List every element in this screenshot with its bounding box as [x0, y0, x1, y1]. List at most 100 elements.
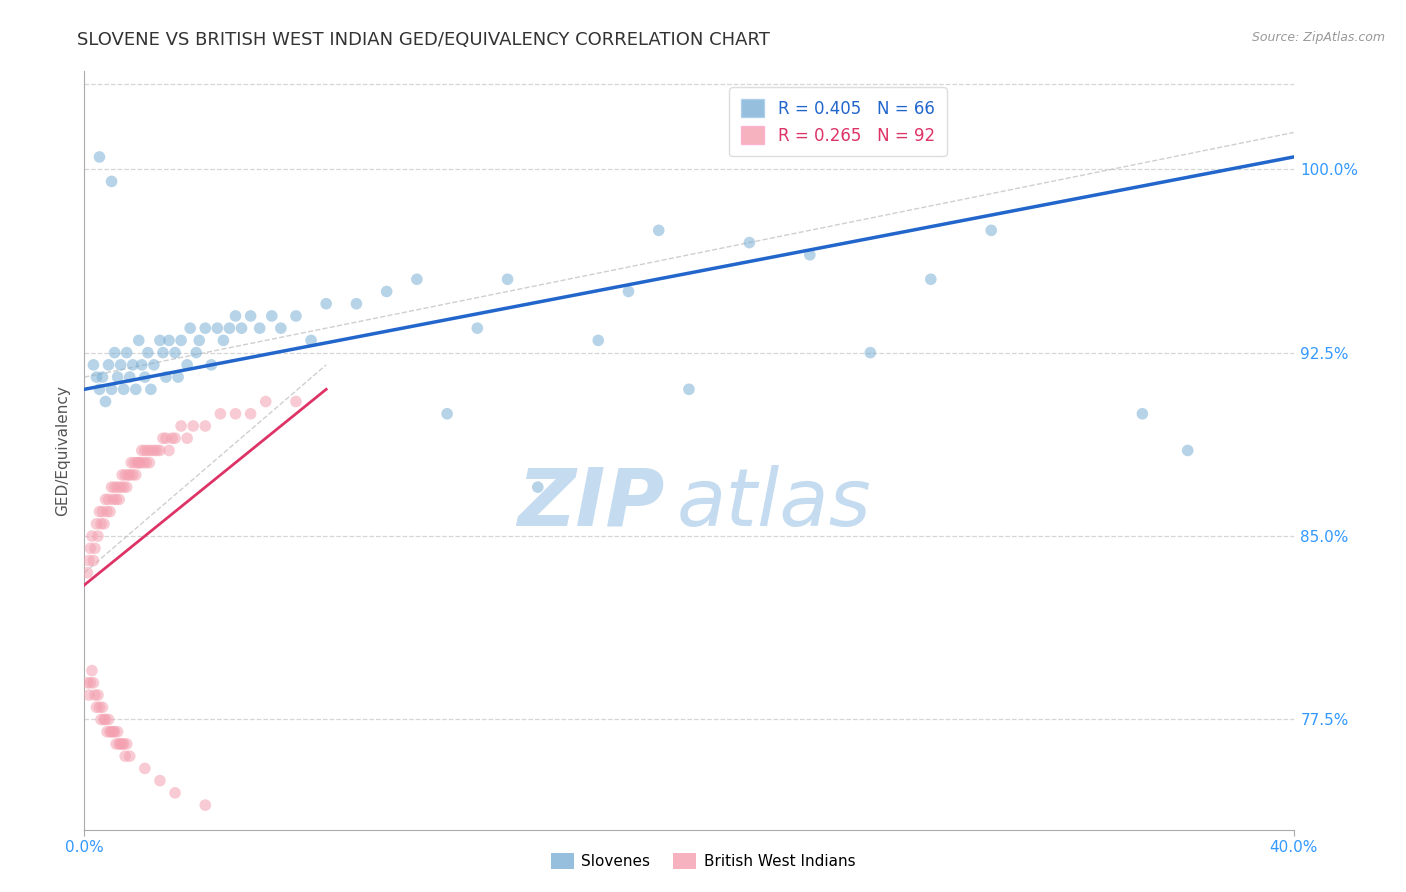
Point [98, 724, 121, 739]
Point [406, 272, 429, 286]
Point [89, 150, 111, 164]
Point [527, 480, 550, 494]
Point [100, 480, 122, 494]
Point [157, 443, 180, 458]
Point [98, 505, 121, 519]
Point [249, 321, 271, 335]
Point [149, 334, 172, 348]
Point [200, 358, 222, 372]
Point [285, 394, 308, 409]
Point [108, 737, 131, 751]
Y-axis label: GED/Equivalency: GED/Equivalency [55, 385, 70, 516]
Point [225, 309, 247, 323]
Point [194, 419, 217, 434]
Point [136, 443, 159, 458]
Point [90, 713, 112, 727]
Point [120, 456, 142, 470]
Point [89, 505, 111, 519]
Point [142, 358, 165, 372]
Point [115, 345, 138, 359]
Point [285, 309, 308, 323]
Point [115, 737, 138, 751]
Point [375, 285, 398, 299]
Point [134, 761, 156, 775]
Point [496, 272, 519, 286]
Point [617, 285, 640, 299]
Point [467, 321, 489, 335]
Point [105, 492, 128, 507]
Point [111, 467, 134, 482]
Point [117, 467, 139, 482]
Point [146, 443, 169, 458]
Point [97, 713, 120, 727]
Point [125, 382, 148, 396]
Point [315, 296, 337, 310]
Point [239, 407, 262, 421]
Point [135, 456, 157, 470]
Point [218, 321, 240, 335]
Point [90, 516, 112, 531]
Point [170, 334, 193, 348]
Point [112, 737, 135, 751]
Point [91, 370, 114, 384]
Point [165, 345, 187, 359]
Text: ZIP: ZIP [517, 465, 665, 542]
Point [104, 480, 127, 494]
Point [89, 700, 111, 714]
Point [152, 345, 174, 359]
Point [89, 382, 111, 396]
Point [96, 724, 118, 739]
Point [160, 431, 183, 445]
Point [136, 345, 159, 359]
Point [1177, 443, 1199, 458]
Point [115, 480, 138, 494]
Point [94, 394, 117, 409]
Point [176, 431, 198, 445]
Point [84, 541, 107, 556]
Point [225, 407, 247, 421]
Point [87, 529, 110, 543]
Point [138, 456, 160, 470]
Point [100, 174, 122, 188]
Point [82, 358, 104, 372]
Point [110, 737, 132, 751]
Point [97, 358, 120, 372]
Point [77, 553, 100, 567]
Point [110, 358, 132, 372]
Legend: Slovenes, British West Indians: Slovenes, British West Indians [544, 847, 862, 875]
Point [254, 394, 277, 409]
Point [122, 456, 145, 470]
Point [132, 456, 155, 470]
Point [920, 272, 942, 286]
Point [134, 370, 156, 384]
Point [170, 419, 193, 434]
Point [678, 382, 700, 396]
Point [76, 566, 98, 580]
Point [165, 786, 187, 800]
Point [118, 749, 141, 764]
Point [149, 443, 172, 458]
Point [79, 541, 101, 556]
Point [100, 724, 122, 739]
Point [84, 688, 107, 702]
Point [149, 773, 172, 788]
Point [110, 480, 132, 494]
Point [436, 407, 458, 421]
Point [157, 334, 180, 348]
Point [82, 675, 104, 690]
Point [127, 456, 149, 470]
Point [648, 223, 671, 237]
Point [1132, 407, 1154, 421]
Point [131, 358, 153, 372]
Point [94, 492, 117, 507]
Point [114, 467, 136, 482]
Point [980, 223, 1002, 237]
Point [87, 688, 110, 702]
Point [167, 370, 190, 384]
Point [86, 370, 108, 384]
Text: atlas: atlas [676, 465, 872, 542]
Point [142, 443, 165, 458]
Point [94, 713, 117, 727]
Point [299, 334, 322, 348]
Point [118, 370, 141, 384]
